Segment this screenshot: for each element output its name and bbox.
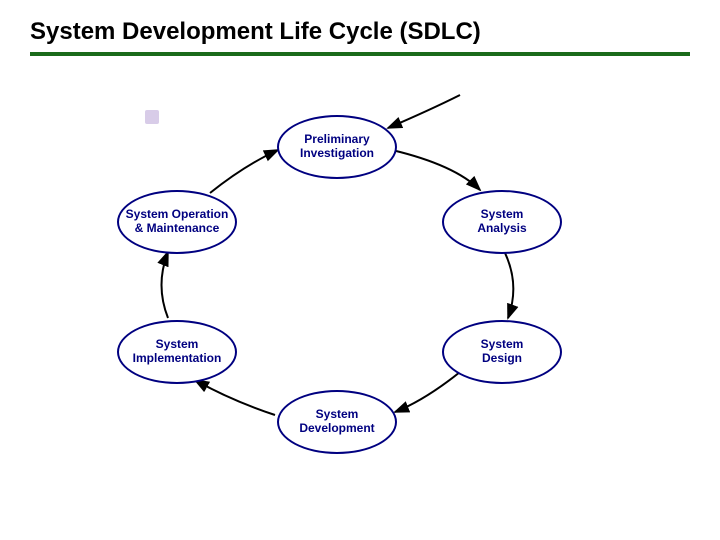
node-label: System Implementation — [133, 338, 222, 366]
node-development: System Development — [277, 390, 397, 454]
edge-implementation-operation — [162, 252, 169, 318]
node-label: System Development — [299, 408, 374, 436]
node-design: System Design — [442, 320, 562, 384]
node-label: System Design — [481, 338, 524, 366]
node-label: System Operation & Maintenance — [126, 208, 229, 236]
node-implementation: System Implementation — [117, 320, 237, 384]
node-preliminary: Preliminary Investigation — [277, 115, 397, 179]
node-label: Preliminary Investigation — [300, 133, 374, 161]
edge-entry-preliminary — [388, 95, 460, 128]
edge-preliminary-analysis — [392, 150, 480, 190]
edge-development-implementation — [195, 380, 275, 415]
diagram-stage: Preliminary Investigation System Analysis… — [60, 70, 660, 490]
node-label: System Analysis — [477, 208, 526, 236]
edge-operation-preliminary — [210, 150, 278, 193]
edge-analysis-design — [505, 253, 513, 318]
bullet-decor — [145, 110, 159, 124]
page-title: System Development Life Cycle (SDLC) — [0, 0, 720, 52]
node-operation: System Operation & Maintenance — [117, 190, 237, 254]
title-underline — [30, 52, 690, 56]
node-analysis: System Analysis — [442, 190, 562, 254]
edge-design-development — [395, 372, 460, 412]
